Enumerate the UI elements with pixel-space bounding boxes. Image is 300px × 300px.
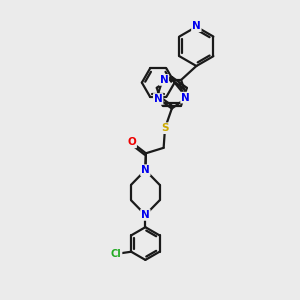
Text: N: N xyxy=(160,75,168,85)
Text: N: N xyxy=(181,93,190,103)
Text: O: O xyxy=(128,137,136,147)
Text: S: S xyxy=(161,123,169,133)
Text: N: N xyxy=(154,94,163,104)
Text: Cl: Cl xyxy=(111,249,122,259)
Text: N: N xyxy=(192,21,201,31)
Text: N: N xyxy=(141,165,150,175)
Text: N: N xyxy=(141,210,150,220)
